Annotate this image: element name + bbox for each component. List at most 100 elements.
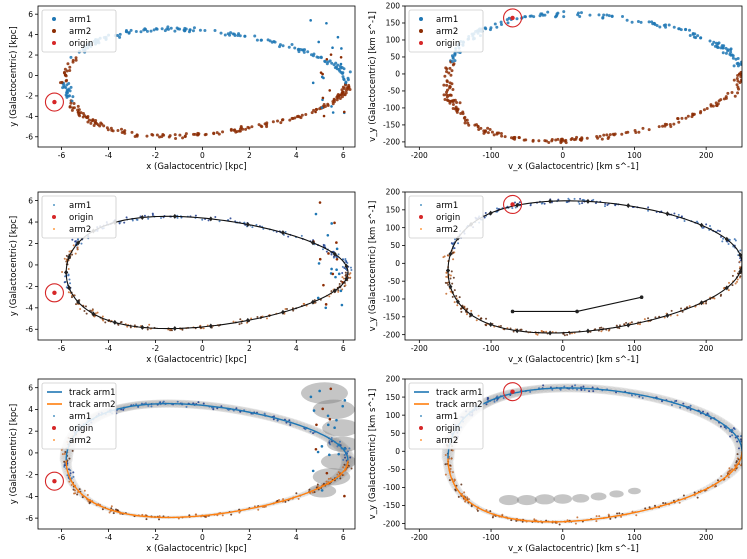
- x-axis-label: x (Galactocentric) [kpc]: [146, 355, 246, 365]
- data-point: [709, 104, 713, 108]
- track-node: [76, 240, 81, 246]
- data-point: [647, 206, 650, 209]
- data-point: [129, 28, 133, 32]
- data-point: [343, 453, 346, 456]
- data-point: [455, 294, 458, 297]
- panel-p4: -200 -100 0 100 200 -200 -150 -100 -50 0 50 100 150 2…: [368, 188, 745, 365]
- data-point: [175, 26, 179, 30]
- data-point: [537, 139, 541, 143]
- data-point: [323, 60, 327, 64]
- data-point: [330, 437, 333, 440]
- data-point: [326, 414, 330, 418]
- data-point: [202, 402, 205, 405]
- data-point: [83, 489, 86, 492]
- data-point: [692, 35, 696, 39]
- data-point: [335, 247, 339, 251]
- y-tick-label: 0: [28, 71, 33, 80]
- data-point: [143, 214, 146, 217]
- data-point: [528, 14, 532, 18]
- y-axis-label: v_y (Galactocentric) [km s^-1]: [368, 11, 378, 142]
- track-node: [699, 300, 704, 306]
- data-point: [326, 423, 330, 427]
- data-point: [292, 309, 295, 312]
- data-point: [676, 217, 679, 220]
- data-point: [318, 389, 321, 393]
- track-node: [510, 309, 515, 314]
- data-point: [734, 464, 737, 467]
- track-node: [344, 263, 349, 269]
- axes-frame: [37, 5, 356, 148]
- data-point: [605, 133, 609, 137]
- data-point: [177, 517, 180, 520]
- data-point: [238, 34, 242, 38]
- data-point: [337, 452, 341, 456]
- track-node: [626, 322, 631, 328]
- y-axis-label: y (Galactocentric) [kpc]: [9, 404, 19, 504]
- band-blob: [734, 443, 742, 451]
- track-node: [488, 322, 493, 328]
- data-point: [341, 75, 345, 79]
- data-point: [343, 267, 346, 270]
- data-point: [276, 119, 280, 123]
- data-point: [470, 505, 473, 508]
- band-blob: [534, 494, 555, 505]
- data-point: [61, 270, 64, 273]
- data-point: [308, 488, 311, 491]
- data-point: [79, 307, 82, 310]
- y-tick-label: 0: [395, 70, 400, 79]
- data-point: [484, 212, 487, 215]
- data-point: [511, 207, 514, 210]
- data-point: [332, 97, 336, 101]
- data-point: [669, 125, 673, 129]
- data-point: [321, 407, 325, 411]
- data-point: [547, 141, 551, 145]
- data-point: [579, 197, 582, 200]
- data-point: [739, 464, 742, 467]
- data-point: [284, 500, 287, 503]
- data-point: [559, 141, 563, 145]
- data-point: [743, 447, 745, 449]
- data-point: [78, 114, 82, 118]
- data-point: [69, 282, 72, 285]
- origin-circle: [44, 92, 64, 112]
- track-node: [140, 215, 145, 221]
- band-blob: [516, 495, 537, 506]
- data-point: [532, 15, 536, 19]
- legend-label: arm1: [69, 412, 91, 422]
- data-point: [106, 128, 110, 132]
- data-point: [342, 93, 346, 97]
- data-point: [297, 497, 300, 500]
- data-point: [329, 477, 332, 480]
- data-point: [331, 46, 334, 49]
- data-point: [349, 266, 352, 269]
- data-point: [724, 51, 728, 55]
- data-point: [182, 28, 186, 32]
- data-point: [451, 471, 454, 474]
- band-blob: [735, 449, 742, 457]
- data-point: [563, 385, 566, 388]
- data-point: [173, 29, 177, 33]
- data-point: [139, 30, 143, 34]
- data-point: [620, 132, 624, 136]
- track-node: [208, 323, 213, 329]
- legend-box: [41, 195, 117, 239]
- x-tick-label: -100: [483, 151, 500, 160]
- data-point: [229, 217, 232, 220]
- data-point: [680, 116, 684, 120]
- data-point: [348, 273, 351, 276]
- track-node: [665, 312, 670, 318]
- data-point: [299, 47, 303, 51]
- data-point: [608, 133, 612, 137]
- data-point: [674, 400, 677, 403]
- data-point: [743, 259, 745, 261]
- x-tick-label: 2: [247, 151, 252, 160]
- data-point: [257, 508, 260, 511]
- data-point: [726, 48, 730, 52]
- data-point: [313, 491, 316, 494]
- data-point: [89, 121, 93, 125]
- data-point: [328, 440, 331, 443]
- data-point: [732, 78, 736, 82]
- data-point: [152, 28, 156, 32]
- data-point: [338, 282, 341, 285]
- data-point: [339, 93, 343, 97]
